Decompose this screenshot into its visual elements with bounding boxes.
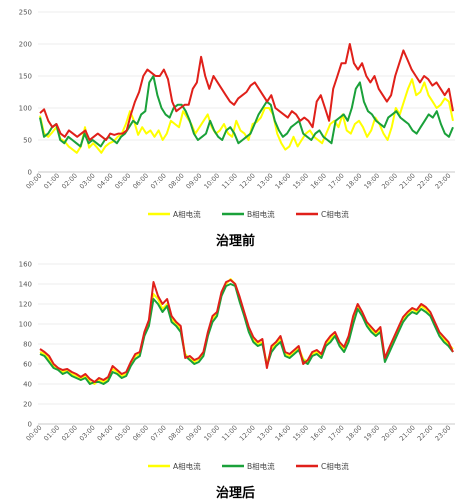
x-tick-label: 18:00 xyxy=(345,172,364,191)
x-tick-label: 23:00 xyxy=(434,172,453,191)
x-tick-label: 14:00 xyxy=(273,424,292,443)
x-tick-label: 20:00 xyxy=(380,172,399,191)
x-tick-label: 13:00 xyxy=(256,424,275,443)
y-tick-label: 140 xyxy=(19,281,32,289)
x-tick-label: 12:00 xyxy=(238,172,257,191)
x-tick-label: 07:00 xyxy=(149,424,168,443)
y-tick-label: 120 xyxy=(19,301,32,309)
y-tick-label: 50 xyxy=(23,137,32,145)
x-tick-label: 17:00 xyxy=(327,424,346,443)
x-tick-label: 04:00 xyxy=(96,424,115,443)
x-tick-label: 11:00 xyxy=(220,172,239,191)
x-tick-label: 13:00 xyxy=(256,172,275,191)
y-tick-label: 60 xyxy=(23,361,32,369)
legend-label: A相电流 xyxy=(173,461,201,471)
x-tick-label: 09:00 xyxy=(185,172,204,191)
x-tick-label: 02:00 xyxy=(60,424,79,443)
x-tick-label: 23:00 xyxy=(434,424,453,443)
y-tick-label: 160 xyxy=(19,261,32,269)
x-tick-label: 21:00 xyxy=(398,172,417,191)
series-line-c xyxy=(39,279,454,383)
x-tick-label: 03:00 xyxy=(78,424,97,443)
y-tick-label: 100 xyxy=(19,105,32,113)
x-tick-label: 16:00 xyxy=(309,424,328,443)
legend-label: C相电流 xyxy=(321,461,349,471)
y-tick-label: 100 xyxy=(19,321,32,329)
y-tick-label: 80 xyxy=(23,341,32,349)
x-tick-label: 12:00 xyxy=(238,424,257,443)
series-line-c xyxy=(39,43,454,141)
x-tick-label: 10:00 xyxy=(202,424,221,443)
chart-before: 0 50 100 150 200 250 00:00 01:00 02:00 03:00 04:00… xyxy=(0,0,471,249)
x-tick-label: 16:00 xyxy=(309,172,328,191)
x-tick-label: 01:00 xyxy=(42,172,61,191)
x-tick-label: 22:00 xyxy=(416,424,435,443)
x-tick-label: 22:00 xyxy=(416,172,435,191)
x-tick-label: 20:00 xyxy=(380,424,399,443)
x-tick-label: 18:00 xyxy=(345,424,364,443)
legend-label: B相电流 xyxy=(247,209,275,219)
x-tick-label: 15:00 xyxy=(291,172,310,191)
series-line-a xyxy=(39,278,454,385)
chart-before-caption: 治理前 xyxy=(215,234,255,249)
series-line-b xyxy=(39,283,454,385)
y-tick-label: 200 xyxy=(19,41,32,49)
y-tick-label: 40 xyxy=(23,381,32,389)
chart-after: 0 20 40 60 80 100 120 140 160 00:00 01:00 02:00 03:0… xyxy=(0,252,471,502)
legend-label: B相电流 xyxy=(247,461,275,471)
x-tick-label: 05:00 xyxy=(113,172,132,191)
x-tick-label: 07:00 xyxy=(149,172,168,191)
x-tick-label: 04:00 xyxy=(96,172,115,191)
y-tick-label: 0 xyxy=(28,169,32,177)
legend-label: A相电流 xyxy=(173,209,201,219)
y-tick-label: 250 xyxy=(19,9,32,17)
x-tick-label: 11:00 xyxy=(220,424,239,443)
x-tick-label: 01:00 xyxy=(42,424,61,443)
x-tick-label: 06:00 xyxy=(131,172,150,191)
x-tick-label: 05:00 xyxy=(113,424,132,443)
x-tick-label: 14:00 xyxy=(273,172,292,191)
y-tick-label: 150 xyxy=(19,73,32,81)
legend-label: C相电流 xyxy=(321,209,349,219)
chart-after-caption: 治理后 xyxy=(215,486,255,501)
x-tick-label: 08:00 xyxy=(167,172,186,191)
chart-before-svg: 05010015020025000:0001:0002:0003:0004:00… xyxy=(19,9,455,219)
y-tick-label: 0 xyxy=(28,421,32,429)
x-tick-label: 02:00 xyxy=(60,172,79,191)
x-tick-label: 15:00 xyxy=(291,424,310,443)
x-tick-label: 10:00 xyxy=(202,172,221,191)
x-tick-label: 06:00 xyxy=(131,424,150,443)
chart-after-svg: 02040608010012014016000:0001:0002:0003:0… xyxy=(19,261,455,471)
x-tick-label: 08:00 xyxy=(167,424,186,443)
x-tick-label: 17:00 xyxy=(327,172,346,191)
x-tick-label: 19:00 xyxy=(362,172,381,191)
x-tick-label: 09:00 xyxy=(185,424,204,443)
x-tick-label: 03:00 xyxy=(78,172,97,191)
x-tick-label: 19:00 xyxy=(362,424,381,443)
x-tick-label: 21:00 xyxy=(398,424,417,443)
y-tick-label: 20 xyxy=(23,401,32,409)
